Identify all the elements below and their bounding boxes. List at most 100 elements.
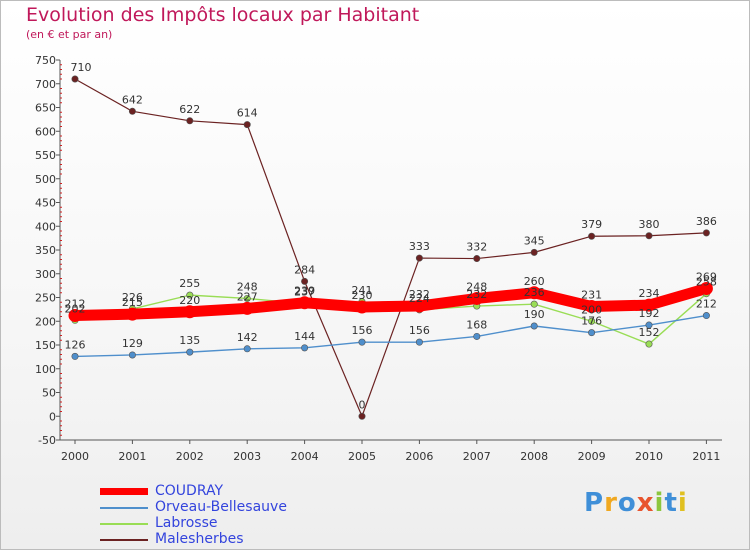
legend-swatch — [100, 488, 148, 495]
legend-swatch — [100, 523, 148, 525]
data-point — [298, 296, 312, 310]
y-tick-label: 250 — [35, 292, 56, 305]
y-tick-label: 200 — [35, 315, 56, 328]
y-tick-label: -50 — [38, 434, 56, 447]
data-label: 248 — [237, 280, 258, 293]
data-label: 237 — [294, 286, 315, 299]
data-point — [470, 291, 484, 305]
data-point — [183, 305, 197, 319]
data-point — [125, 307, 139, 321]
data-label: 202 — [65, 302, 86, 315]
data-point — [186, 348, 194, 356]
x-tick-label: 2002 — [176, 450, 204, 463]
x-tick-label: 2001 — [118, 450, 146, 463]
series-line — [74, 314, 708, 358]
logo-letter: r — [604, 488, 618, 518]
data-label: 200 — [581, 303, 602, 316]
x-tick-label: 2004 — [291, 450, 319, 463]
data-label: 345 — [524, 234, 545, 247]
data-point — [642, 298, 656, 312]
series-line — [69, 282, 712, 322]
legend-label: Malesherbes — [155, 531, 244, 547]
logo-letter: i — [677, 488, 688, 518]
data-point — [355, 300, 369, 314]
data-point — [71, 352, 79, 360]
y-tick-label: 750 — [35, 54, 56, 67]
data-point — [645, 340, 653, 348]
data-label: 622 — [179, 103, 200, 116]
axes — [59, 60, 722, 441]
data-label: 255 — [179, 277, 200, 290]
data-label: 380 — [639, 218, 660, 231]
data-label: 135 — [179, 334, 200, 347]
data-label: 227 — [237, 290, 258, 303]
y-tick-label: 650 — [35, 102, 56, 115]
data-point — [702, 229, 710, 237]
data-label: 241 — [352, 284, 373, 297]
data-point — [585, 300, 599, 314]
legend-label: Labrosse — [155, 515, 218, 531]
x-tick-label: 2007 — [463, 450, 491, 463]
data-label: 224 — [409, 292, 430, 305]
data-label: 269 — [696, 270, 717, 283]
data-point — [128, 351, 136, 359]
data-point — [240, 301, 254, 315]
data-point — [473, 255, 481, 263]
legend-item: COUDRAY — [100, 483, 400, 500]
x-tick-label: 2011 — [692, 450, 720, 463]
data-point — [243, 294, 251, 302]
data-label: 230 — [352, 289, 373, 302]
data-label: 212 — [65, 298, 86, 311]
legend-label: Orveau-Bellesauve — [155, 499, 287, 515]
data-label: 176 — [581, 315, 602, 328]
y-tick-label: 150 — [35, 339, 56, 352]
data-point — [527, 286, 541, 300]
y-tick-label: 0 — [49, 410, 56, 423]
data-label: 192 — [639, 307, 660, 320]
data-point — [301, 277, 309, 285]
data-point — [588, 232, 596, 240]
data-point — [645, 321, 653, 329]
data-label: 142 — [237, 331, 258, 344]
y-axis-ticks: -50 0 50 100 150 200 250 300 350 400 450 500 550 600 6… — [35, 54, 62, 447]
y-tick-label: 600 — [35, 125, 56, 138]
y-tick-label: 300 — [35, 268, 56, 281]
data-label: 215 — [122, 296, 143, 309]
data-point — [473, 332, 481, 340]
data-point — [530, 300, 538, 308]
logo-letter: x — [636, 488, 655, 518]
legend-swatch — [100, 507, 148, 509]
data-label: 236 — [524, 286, 545, 299]
data-label: 239 — [294, 285, 315, 298]
data-label: 332 — [466, 241, 487, 254]
data-point — [645, 232, 653, 240]
data-label: 260 — [524, 275, 545, 288]
data-label: 386 — [696, 215, 717, 228]
data-point — [71, 75, 79, 83]
data-point — [699, 281, 713, 295]
legend-item: Labrosse — [100, 515, 400, 532]
data-label: 156 — [352, 324, 373, 337]
chart-title: Evolution des Impôts locaux par Habitant — [26, 4, 420, 26]
legend-swatch — [100, 539, 148, 541]
data-label: 710 — [71, 61, 92, 74]
data-label: 0 — [359, 398, 366, 411]
x-tick-label: 2000 — [61, 450, 89, 463]
logo-letter: P — [584, 488, 605, 518]
data-point — [415, 254, 423, 262]
data-point — [301, 344, 309, 352]
data-point — [588, 317, 596, 325]
data-point — [186, 291, 194, 299]
data-point — [128, 107, 136, 115]
data-label: 212 — [696, 298, 717, 311]
data-label: 156 — [409, 324, 430, 337]
data-point — [358, 412, 366, 420]
data-label: 234 — [639, 287, 660, 300]
data-label: 152 — [639, 326, 660, 339]
y-tick-label: 50 — [42, 387, 56, 400]
x-tick-label: 2008 — [520, 450, 548, 463]
data-label: 126 — [65, 338, 86, 351]
data-point — [415, 338, 423, 346]
